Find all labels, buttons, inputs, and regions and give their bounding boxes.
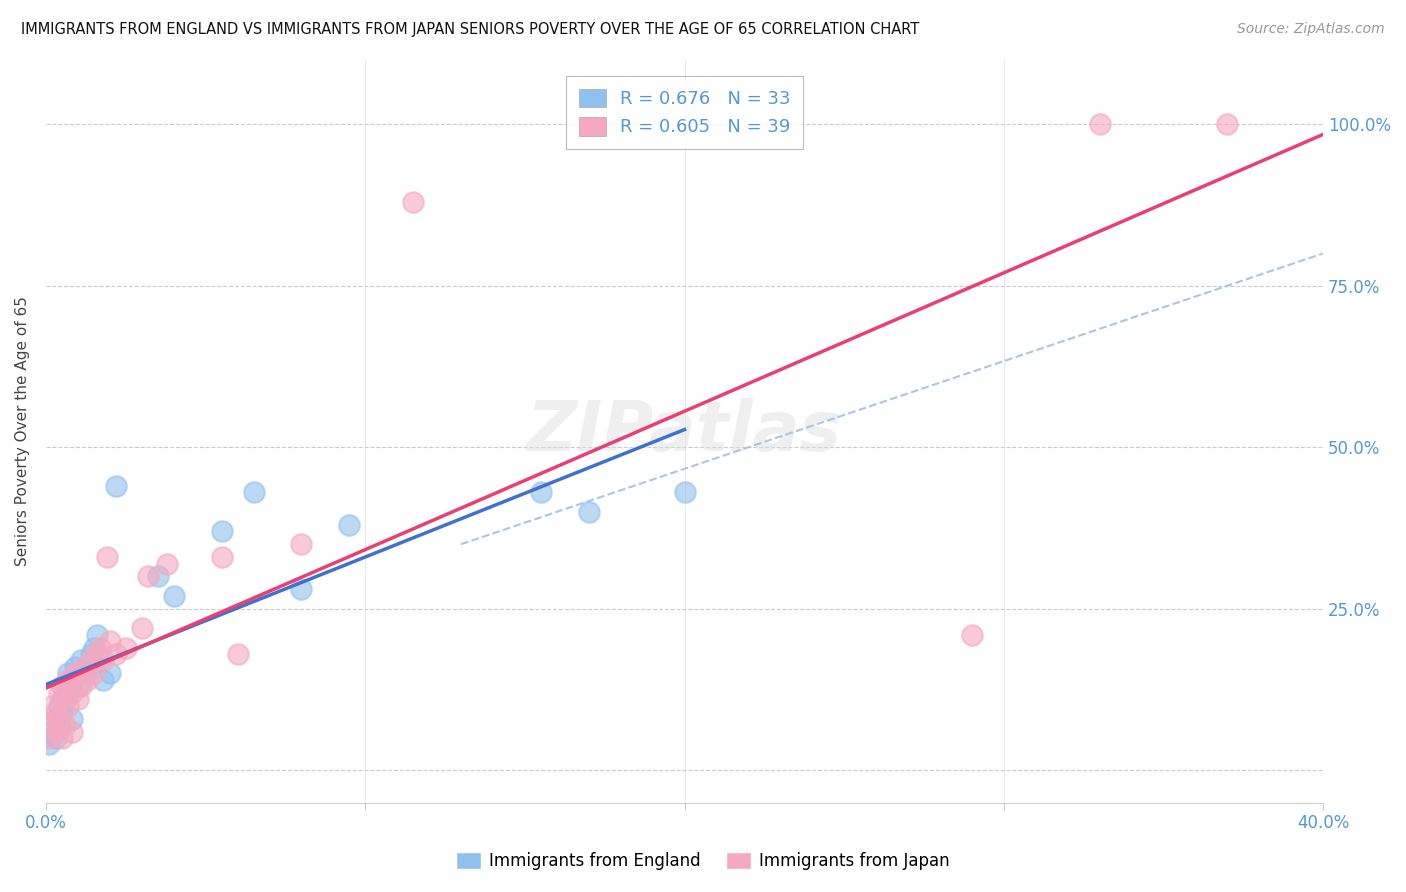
Point bbox=[70, 653, 93, 667]
Point bbox=[131, 621, 153, 635]
Point bbox=[290, 582, 312, 597]
Point bbox=[60, 724, 83, 739]
Point bbox=[48, 712, 70, 726]
Point bbox=[76, 673, 98, 687]
Point bbox=[45, 705, 67, 719]
Point bbox=[79, 647, 101, 661]
Point bbox=[53, 679, 76, 693]
Point bbox=[960, 627, 983, 641]
Point bbox=[63, 660, 86, 674]
Point bbox=[337, 517, 360, 532]
Point bbox=[51, 705, 73, 719]
Point bbox=[226, 647, 249, 661]
Point bbox=[76, 660, 98, 674]
Point bbox=[60, 673, 83, 687]
Point bbox=[73, 666, 96, 681]
Point bbox=[51, 731, 73, 745]
Point bbox=[530, 485, 553, 500]
Point bbox=[58, 666, 80, 681]
Point bbox=[66, 679, 89, 693]
Point bbox=[70, 679, 93, 693]
Y-axis label: Seniors Poverty Over the Age of 65: Seniors Poverty Over the Age of 65 bbox=[15, 296, 30, 566]
Point bbox=[242, 485, 264, 500]
Point bbox=[51, 679, 73, 693]
Point bbox=[45, 731, 67, 745]
Point bbox=[402, 194, 425, 209]
Point bbox=[45, 724, 67, 739]
Point bbox=[53, 718, 76, 732]
Legend: Immigrants from England, Immigrants from Japan: Immigrants from England, Immigrants from… bbox=[450, 845, 956, 877]
Point bbox=[73, 660, 96, 674]
Point bbox=[105, 479, 128, 493]
Point bbox=[60, 686, 83, 700]
Point bbox=[673, 485, 696, 500]
Point bbox=[48, 698, 70, 713]
Point bbox=[60, 712, 83, 726]
Point bbox=[58, 698, 80, 713]
Point bbox=[48, 718, 70, 732]
Point bbox=[41, 698, 63, 713]
Point bbox=[38, 738, 60, 752]
Point bbox=[163, 589, 186, 603]
Point bbox=[45, 712, 67, 726]
Point bbox=[98, 666, 121, 681]
Point bbox=[63, 666, 86, 681]
Point bbox=[83, 666, 105, 681]
Point bbox=[41, 718, 63, 732]
Legend: R = 0.676   N = 33, R = 0.605   N = 39: R = 0.676 N = 33, R = 0.605 N = 39 bbox=[565, 76, 803, 149]
Point bbox=[66, 692, 89, 706]
Text: IMMIGRANTS FROM ENGLAND VS IMMIGRANTS FROM JAPAN SENIORS POVERTY OVER THE AGE OF: IMMIGRANTS FROM ENGLAND VS IMMIGRANTS FR… bbox=[21, 22, 920, 37]
Point bbox=[1088, 117, 1111, 131]
Point bbox=[86, 647, 108, 661]
Point bbox=[290, 537, 312, 551]
Point bbox=[211, 550, 233, 565]
Point bbox=[51, 692, 73, 706]
Point bbox=[93, 653, 115, 667]
Point bbox=[146, 569, 169, 583]
Point bbox=[136, 569, 159, 583]
Point bbox=[48, 686, 70, 700]
Point bbox=[96, 550, 118, 565]
Point bbox=[83, 640, 105, 655]
Point bbox=[156, 557, 179, 571]
Point bbox=[578, 505, 600, 519]
Point bbox=[211, 524, 233, 539]
Point bbox=[58, 686, 80, 700]
Point bbox=[93, 673, 115, 687]
Point bbox=[1216, 117, 1239, 131]
Text: ZIPatlas: ZIPatlas bbox=[527, 398, 842, 465]
Point bbox=[58, 673, 80, 687]
Point bbox=[86, 627, 108, 641]
Point bbox=[98, 634, 121, 648]
Point bbox=[53, 692, 76, 706]
Point bbox=[89, 640, 111, 655]
Point bbox=[79, 653, 101, 667]
Point bbox=[105, 647, 128, 661]
Text: Source: ZipAtlas.com: Source: ZipAtlas.com bbox=[1237, 22, 1385, 37]
Point bbox=[41, 724, 63, 739]
Point bbox=[38, 731, 60, 745]
Point bbox=[114, 640, 136, 655]
